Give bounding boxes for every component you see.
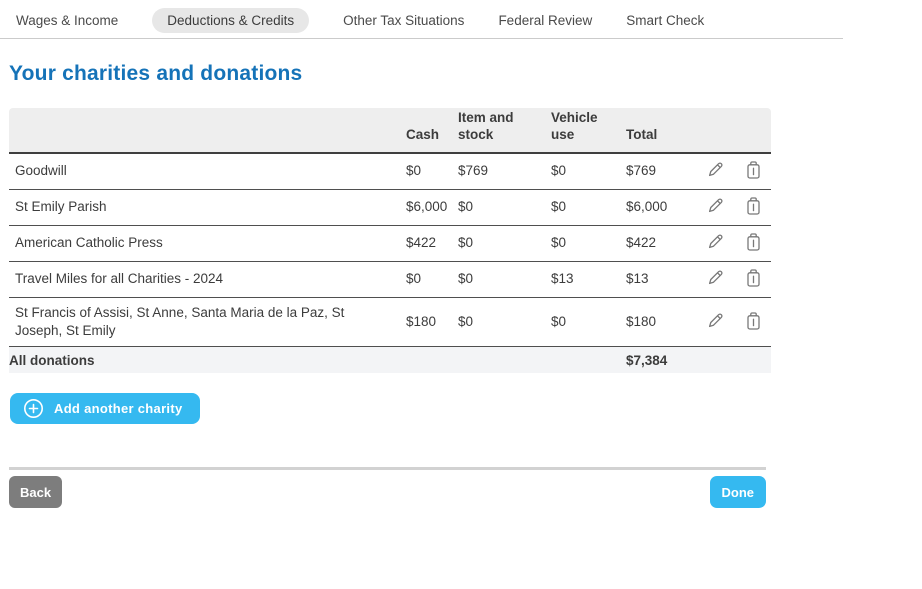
- header-cash: Cash: [406, 127, 440, 143]
- add-another-charity-button[interactable]: Add another charity: [10, 393, 200, 425]
- item-stock-value: $0: [458, 199, 474, 215]
- cash-value: $6,000: [406, 199, 448, 215]
- charity-name: St Emily Parish: [15, 199, 107, 215]
- table-row: Travel Miles for all Charities - 2024 $0…: [9, 262, 771, 298]
- header-charity-name: [9, 144, 406, 152]
- edit-charity-button[interactable]: [704, 158, 727, 181]
- item-stock-value: $769: [458, 163, 489, 179]
- pencil-icon: [706, 270, 725, 290]
- edit-charity-button[interactable]: [704, 309, 727, 332]
- header-vehicle-use: Vehicle use: [551, 110, 598, 143]
- delete-charity-button[interactable]: [743, 266, 764, 290]
- table-row: St Emily Parish $6,000 $0 $0 $6,000: [9, 190, 771, 226]
- footer-divider: [9, 467, 766, 471]
- trash-icon: [745, 269, 762, 291]
- table-row: Goodwill $0 $769 $0 $769: [9, 154, 771, 190]
- done-button[interactable]: Done: [709, 476, 766, 509]
- summary-total: $7,384: [626, 352, 668, 368]
- cash-value: $180: [406, 314, 437, 330]
- tab-smart-check[interactable]: Smart Check: [626, 8, 704, 33]
- summary-label: All donations: [9, 352, 95, 368]
- charity-name: Goodwill: [15, 163, 67, 179]
- summary-row: All donations $7,384: [9, 347, 771, 374]
- trash-icon: [745, 197, 762, 219]
- cash-value: $422: [406, 235, 437, 251]
- table-row: St Francis of Assisi, St Anne, Santa Mar…: [9, 298, 771, 348]
- vehicle-use-value: $13: [551, 271, 574, 287]
- delete-charity-button[interactable]: [743, 230, 764, 254]
- tab-deductions-credits[interactable]: Deductions & Credits: [152, 7, 310, 33]
- charity-name: St Francis of Assisi, St Anne, Santa Mar…: [15, 305, 345, 339]
- add-another-charity-label: Add another charity: [54, 401, 183, 417]
- table-body: Goodwill $0 $769 $0 $769: [9, 154, 771, 348]
- pencil-icon: [706, 162, 725, 182]
- charities-table: Cash Item and stock Vehicle use Total Go…: [9, 108, 771, 374]
- item-stock-value: $0: [458, 314, 474, 330]
- nav-divider: [0, 38, 843, 39]
- trash-icon: [745, 233, 762, 255]
- vehicle-use-value: $0: [551, 163, 567, 179]
- charity-name: Travel Miles for all Charities - 2024: [15, 271, 224, 287]
- top-nav: Wages & Income Deductions & Credits Othe…: [0, 0, 922, 39]
- trash-icon: [745, 311, 762, 334]
- total-value: $769: [626, 163, 657, 179]
- edit-charity-button[interactable]: [704, 230, 727, 253]
- cash-value: $0: [406, 163, 422, 179]
- table-row: American Catholic Press $422 $0 $0 $422: [9, 226, 771, 262]
- plus-circle-icon: [23, 398, 44, 419]
- vehicle-use-value: $0: [551, 199, 567, 215]
- tab-federal-review[interactable]: Federal Review: [498, 8, 592, 33]
- trash-icon: [745, 161, 762, 183]
- total-value: $422: [626, 235, 657, 251]
- vehicle-use-value: $0: [551, 235, 567, 251]
- page-title: Your charities and donations: [9, 62, 303, 85]
- vehicle-use-value: $0: [551, 314, 567, 330]
- pencil-icon: [706, 198, 725, 218]
- pencil-icon: [706, 313, 725, 333]
- cash-value: $0: [406, 271, 422, 287]
- item-stock-value: $0: [458, 271, 474, 287]
- pencil-icon: [706, 234, 725, 254]
- item-stock-value: $0: [458, 235, 474, 251]
- main-content: Your charities and donations Cash Item a…: [9, 62, 771, 509]
- tab-wages-income[interactable]: Wages & Income: [16, 8, 118, 33]
- back-button[interactable]: Back: [9, 476, 63, 509]
- delete-charity-button[interactable]: [743, 158, 764, 182]
- header-total: Total: [626, 127, 658, 143]
- total-value: $6,000: [626, 199, 668, 215]
- charity-name: American Catholic Press: [15, 235, 163, 251]
- total-value: $180: [626, 314, 657, 330]
- header-item-and-stock: Item and stock: [458, 110, 514, 143]
- table-header: Cash Item and stock Vehicle use Total: [9, 108, 771, 154]
- edit-charity-button[interactable]: [704, 194, 727, 217]
- delete-charity-button[interactable]: [743, 309, 764, 333]
- tab-other-tax-situations[interactable]: Other Tax Situations: [343, 8, 464, 33]
- footer-bar: Back Done: [9, 476, 766, 509]
- delete-charity-button[interactable]: [743, 194, 764, 218]
- total-value: $13: [626, 271, 649, 287]
- edit-charity-button[interactable]: [704, 266, 727, 289]
